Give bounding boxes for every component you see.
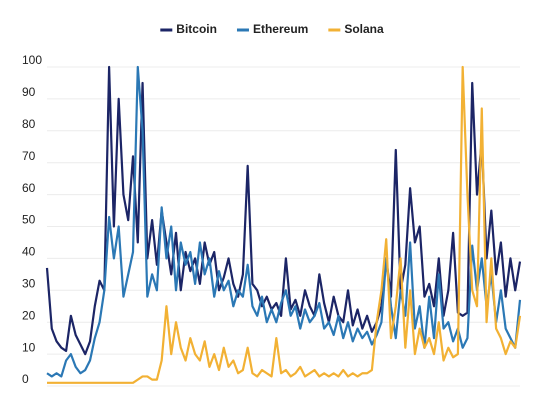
y-tick-label: 60 (22, 181, 36, 195)
y-tick-label: 40 (22, 245, 36, 259)
series-line (45, 65, 522, 356)
legend-label: Ethereum (253, 22, 308, 36)
y-tick-label: 70 (22, 149, 36, 163)
legend-label: Solana (344, 22, 384, 36)
y-tick-label: 90 (22, 85, 36, 99)
y-tick-label: 80 (22, 117, 36, 131)
y-tick-label: 0 (22, 372, 29, 386)
y-tick-label: 50 (22, 213, 36, 227)
y-tick-label: 100 (22, 53, 42, 67)
y-tick-label: 10 (22, 340, 36, 354)
series-line (47, 65, 522, 384)
legend-label: Bitcoin (176, 22, 217, 36)
y-tick-label: 20 (22, 308, 36, 322)
y-tick-label: 30 (22, 276, 36, 290)
series-line (46, 65, 522, 378)
